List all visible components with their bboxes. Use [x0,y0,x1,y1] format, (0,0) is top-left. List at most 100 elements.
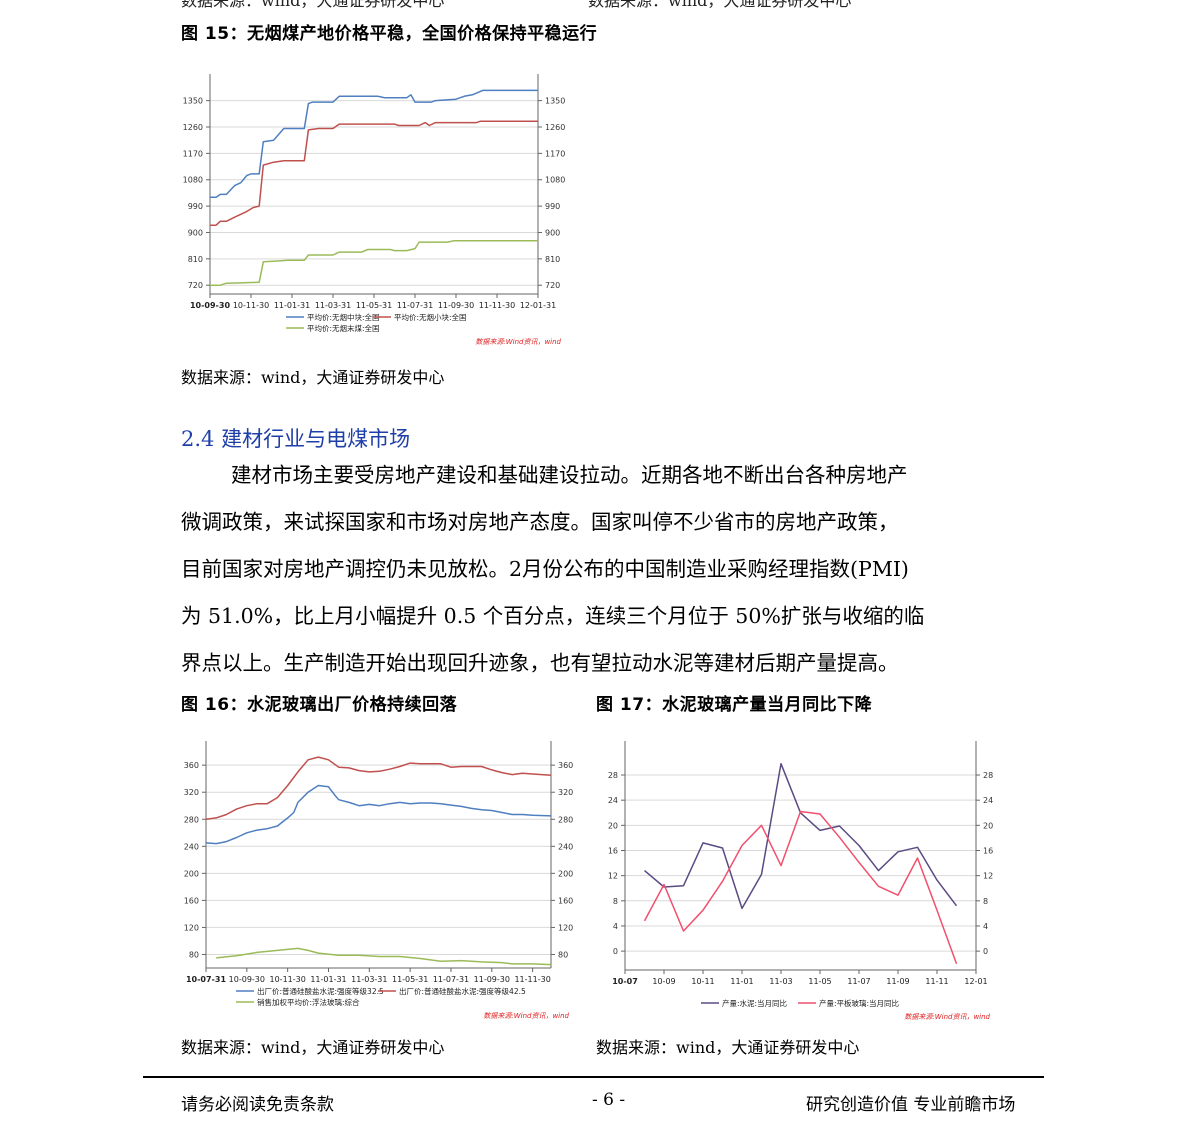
fig17-xtick-label: 11-05 [808,977,831,986]
paragraph-line-1: 建材市场主要受房地产建设和基础建设拉动。近期各地不断出台各种房地产 [231,463,908,487]
fig17-ytick-label-left: 28 [608,771,618,780]
fig17-ytick-label-left: 12 [608,872,618,881]
fig15-ytick-label-right: 720 [545,281,560,290]
fig16-ytick-label-right: 320 [558,788,573,797]
fig16-ytick-label-right: 360 [558,761,573,770]
top-source-left: 数据来源：wind，大通证券研发中心 [181,0,445,10]
fig16-ytick-label-right: 160 [558,896,573,905]
fig16-series-line-2 [205,756,552,821]
fig17-xtick-label: 10-09 [652,977,675,986]
fig17-xtick-label: 11-07 [847,977,870,986]
fig16-ytick-label-left: 360 [184,761,199,770]
fig17-series-line-1 [644,762,958,910]
fig15-series-line-3 [210,239,538,286]
fig15-xtick-label: 11-09-30 [438,301,474,310]
fig16-ytick-label-right: 200 [558,869,573,878]
fig16-xtick-label: 11-07-31 [433,975,469,984]
fig17-watermark: 数据来源:Wind资讯，wind [904,1013,990,1021]
fig15-xtick-label: 11-05-31 [356,301,392,310]
fig16-xtick-label: 11-01-31 [310,975,346,984]
fig16-xtick-label: 10-09-30 [229,975,265,984]
fig16-xtick-label: 10-11-30 [270,975,306,984]
fig16-title: 图 16：水泥玻璃出厂价格持续回落 [181,695,458,715]
fig15-xtick-label: 12-01-31 [520,301,556,310]
fig15-ytick-label-right: 990 [545,202,560,211]
fig15-xtick-label: 11-03-31 [315,301,351,310]
fig17-ytick-label-right: 16 [983,846,993,855]
fig16-legend-label-1: 出厂价:普通硅酸盐水泥:强度等级32.5 [257,986,384,996]
fig15-ytick-label-left: 1260 [183,123,203,132]
fig16-series-line-1 [205,784,552,845]
fig15-ytick-label-left: 720 [188,281,203,290]
fig17-ytick-label-right: 4 [983,922,988,931]
fig16-ytick-label-right: 80 [558,950,568,959]
fig15-ytick-label-left: 1350 [183,97,203,106]
fig16-xtick-label: 10-07-31 [186,975,226,984]
fig17-series-line-2 [643,810,958,964]
fig17-chart: 28 28 24 24 20 20 16 16 12 12 8 8 4 4 0 0 10-07 10-09 10-1… [608,741,993,1021]
fig15-ytick-label-left: 900 [188,228,203,237]
fig16-xtick-label: 11-05-31 [392,975,428,984]
fig17-ytick-label-right: 24 [983,796,993,805]
fig16-ytick-label-left: 200 [184,869,199,878]
fig15-xtick-label: 11-11-30 [479,301,515,310]
fig17-ytick-label-left: 0 [613,947,618,956]
fig15-ytick-label-right: 900 [545,228,560,237]
fig17-ytick-label-right: 28 [983,771,993,780]
fig17-xtick-label: 11-01 [730,977,753,986]
fig17-source: 数据来源：wind，大通证券研发中心 [596,1038,860,1057]
fig16-source: 数据来源：wind，大通证券研发中心 [181,1038,445,1057]
paragraph-line-4: 为 51.0%，比上月小幅提升 0.5 个百分点，连续三个月位于 50%扩张与收… [181,604,925,628]
fig15-ytick-label-right: 1080 [545,176,565,185]
fig15-ytick-label-left: 990 [188,202,203,211]
fig17-ytick-label-left: 8 [613,897,618,906]
section-heading: 2.4 建材行业与电煤市场 [181,423,410,453]
fig16-ytick-label-left: 240 [184,842,199,851]
fig16-series-line-3 [216,947,552,966]
fig16-ytick-label-left: 320 [184,788,199,797]
fig17-ytick-label-right: 8 [983,897,988,906]
fig17-ytick-label-left: 20 [608,821,618,830]
fig17-ytick-label-left: 24 [608,796,618,805]
fig15-ytick-label-left: 1170 [183,149,203,158]
page-number: - 6 - [592,1090,626,1110]
fig17-xtick-label: 11-09 [886,977,909,986]
fig17-ytick-label-right: 20 [983,821,993,830]
fig16-ytick-label-left: 280 [184,815,199,824]
fig17-ytick-label-right: 12 [983,872,993,881]
fig17-ytick-label-right: 0 [983,947,988,956]
fig16-xtick-label: 11-11-30 [514,975,550,984]
fig16-ytick-label-right: 280 [558,815,573,824]
fig15-xtick-label: 11-07-31 [397,301,433,310]
fig16-ytick-label-right: 240 [558,842,573,851]
fig17-title: 图 17：水泥玻璃产量当月同比下降 [596,695,873,715]
fig17-xtick-label: 11-03 [769,977,792,986]
fig17-ytick-label-left: 16 [608,846,618,855]
fig16-legend-label-3: 销售加权平均价:浮法玻璃:综合 [257,997,360,1007]
fig15-xtick-label: 10-09-30 [190,301,230,310]
fig16-xtick-label: 11-03-31 [351,975,387,984]
section-number: 2.4 [181,427,215,451]
fig15-source: 数据来源：wind，大通证券研发中心 [181,368,445,387]
fig15-title: 图 15：无烟煤产地价格平稳，全国价格保持平稳运行 [181,24,598,44]
fig15-watermark: 数据来源:Wind资讯，wind [475,338,561,346]
fig16-ytick-label-left: 120 [184,923,199,932]
fig15-series-line-1 [210,89,538,199]
fig17-xtick-label: 10-07 [612,977,638,986]
top-source-right: 数据来源：wind，大通证券研发中心 [588,0,852,10]
footer-divider [143,1076,1044,1078]
fig15-xtick-label: 11-01-31 [274,301,310,310]
fig17-legend-label-2: 产量:平板玻璃:当月同比 [819,998,900,1008]
fig16-chart: 360 360 320 320 280 280 240 240 200 200 160 160 120 1… [184,741,573,1020]
fig15-legend-label-2: 平均价:无烟小块:全国 [394,312,467,322]
fig15-ytick-label-right: 1350 [545,97,565,106]
fig16-ytick-label-left: 160 [184,896,199,905]
fig17-xtick-label: 10-11 [691,977,714,986]
paragraph-line-2: 微调政策，来试探国家和市场对房地产态度。国家叫停不少省市的房地产政策， [181,510,899,534]
fig15-series-line-2 [210,120,538,226]
fig16-ytick-label-right: 120 [558,923,573,932]
footer-slogan: 研究创造价值 专业前瞻市场 [806,1095,1016,1115]
fig15-legend-label-3: 平均价:无烟末煤:全国 [307,323,380,333]
fig15-xtick-label: 10-11-30 [233,301,269,310]
fig15-ytick-label-right: 810 [545,255,560,264]
